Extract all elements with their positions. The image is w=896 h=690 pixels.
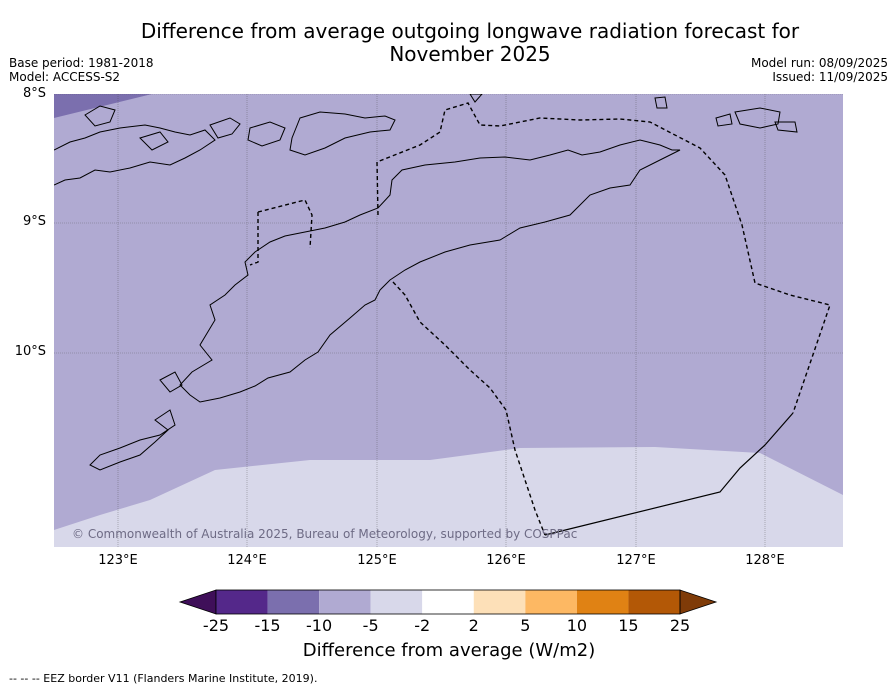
map-field (54, 94, 843, 547)
coastline-alor-islands (209, 111, 396, 156)
colorbar-segment (576, 590, 629, 614)
colorbar-tick-label: -2 (414, 616, 431, 635)
copyright-notice: © Commonwealth of Australia 2025, Bureau… (72, 527, 578, 541)
lon-label-126e: 126°E (486, 553, 526, 568)
coastline-wetar (469, 94, 798, 133)
coastlines (54, 94, 798, 471)
lon-label-127e: 127°E (616, 553, 656, 568)
colorbar-segment (525, 590, 577, 614)
chart-title: Difference from average outgoing longwav… (100, 20, 840, 66)
lon-label-124e: 124°E (227, 553, 267, 568)
coastline-rote-savu (89, 371, 183, 471)
colorbar-segment (267, 590, 320, 614)
eez-solid-segment (544, 412, 794, 536)
colorbar-frame (215, 589, 681, 615)
colorbar-tick-label: 15 (618, 616, 639, 635)
meta-right: Model run: 08/09/2025 Issued: 11/09/2025 (751, 56, 888, 84)
field-light-region (54, 447, 843, 547)
title-line-2: November 2025 (389, 42, 551, 66)
issued-date: Issued: 11/09/2025 (772, 70, 888, 84)
eez-footnote: -- -- -- EEZ border V11 (Flanders Marine… (9, 672, 318, 685)
colorbar-tick-label: 10 (566, 616, 588, 635)
colorbar-tick-label: -15 (254, 616, 281, 635)
lon-label-125e: 125°E (357, 553, 397, 568)
lat-label-10s: 10°S (14, 344, 46, 359)
eez-border (249, 102, 831, 536)
colorbar-segment (473, 590, 526, 614)
lon-label-123e: 123°E (98, 553, 138, 568)
colorbar-segment (319, 590, 371, 614)
graticule (54, 94, 843, 547)
colorbar-segment (370, 590, 423, 614)
colorbar-segment (422, 590, 474, 614)
colorbar (178, 589, 718, 615)
lon-label-128e: 128°E (745, 553, 785, 568)
colorbar-tick-label: -10 (306, 616, 333, 635)
coastline-timor (179, 139, 681, 403)
model-run: Model run: 08/09/2025 (750, 56, 888, 70)
coastline-flores (54, 105, 216, 186)
colorbar-segment (628, 590, 680, 614)
colorbar-tick-label: -25 (202, 616, 230, 635)
colorbar-tick-label: 5 (520, 616, 531, 635)
field-dark-region (54, 94, 152, 118)
colorbar-segment (216, 590, 268, 614)
colorbar-extend-low (178, 589, 217, 615)
colorbar-title: Difference from average (W/m2) (302, 640, 596, 661)
colorbar-tick-label: -5 (362, 616, 379, 635)
lat-label-8s: 8°S (22, 86, 46, 101)
colorbar-extend-high (679, 589, 718, 615)
base-period: Base period: 1981-2018 (9, 56, 154, 70)
lat-label-9s: 9°S (22, 214, 46, 229)
colorbar-tick-label: 25 (669, 616, 691, 635)
colorbar-tick-label: 2 (468, 616, 479, 635)
meta-left: Base period: 1981-2018 Model: ACCESS-S2 (9, 56, 154, 84)
model-name: Model: ACCESS-S2 (9, 70, 121, 84)
title-line-1: Difference from average outgoing longwav… (140, 19, 800, 43)
